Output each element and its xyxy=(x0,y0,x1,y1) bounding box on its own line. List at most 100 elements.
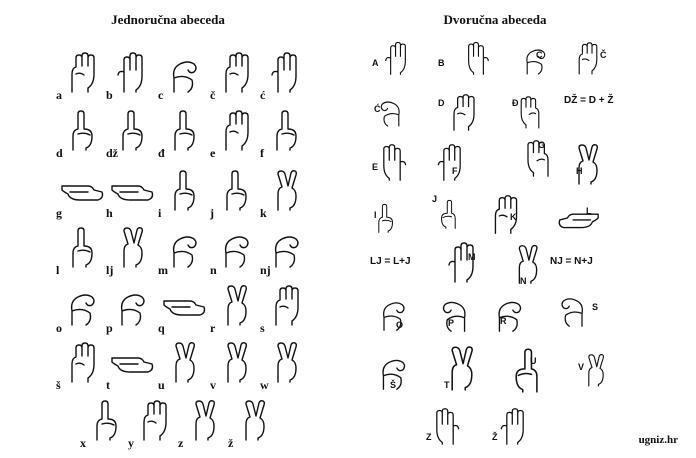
sign-letter: ć xyxy=(260,88,266,102)
sign-letter: n xyxy=(210,263,217,277)
sign-cell-25: š xyxy=(56,340,108,392)
two-hand-sign-icon xyxy=(568,40,608,76)
two-hand-sign-icon xyxy=(544,288,600,328)
sign-letter: z xyxy=(178,436,184,450)
two-hand-letter: A xyxy=(372,58,379,68)
sign-letter: m xyxy=(158,263,168,277)
sign-cell-21: p xyxy=(106,283,158,335)
sign-letter: p xyxy=(106,321,113,335)
hand-sign-icon xyxy=(82,398,132,442)
hand-sign-icon xyxy=(160,50,210,94)
sign-letter: f xyxy=(260,146,264,160)
sign-cell-12: i xyxy=(158,168,210,220)
sign-letter: š xyxy=(56,378,61,392)
two-hand-letter: F xyxy=(452,166,458,176)
two-hand-letter: V xyxy=(578,362,585,372)
two-hand-letter: P xyxy=(448,318,455,328)
sign-letter: w xyxy=(260,378,269,392)
sign-cell-10: g xyxy=(56,168,108,220)
two-hand-sign-icon xyxy=(360,40,436,76)
two-hand-sign-icon xyxy=(486,288,534,336)
sign-cell-22: q xyxy=(158,283,210,335)
hand-sign-icon xyxy=(108,50,158,94)
sign-cell-9: f xyxy=(260,108,312,160)
two-hand-sign-icon xyxy=(480,406,550,446)
sign-cell-23: r xyxy=(210,283,262,335)
two-hand-letter: I xyxy=(374,210,377,220)
hand-sign-icon xyxy=(108,340,158,384)
sign-cell-20: o xyxy=(56,283,108,335)
sign-letter: r xyxy=(210,321,216,335)
two-hand-sign-icon xyxy=(482,190,530,238)
two-hand-sign-icon xyxy=(510,138,566,178)
sign-letter: t xyxy=(106,378,110,392)
hand-sign-icon xyxy=(212,283,262,327)
sign-letter: x xyxy=(80,436,86,450)
sign-cell-8: e xyxy=(210,108,262,160)
two-hand-letter: C xyxy=(536,50,543,60)
sign-cell-27: u xyxy=(158,340,210,392)
two-hand-sign-icon xyxy=(368,196,404,240)
sign-letter: q xyxy=(158,321,165,335)
sign-cell-30: x xyxy=(80,398,132,450)
two-hand-sign-icon xyxy=(430,190,466,238)
hand-sign-icon xyxy=(108,108,158,152)
formula-lj: LJ = L+J xyxy=(370,256,411,267)
sign-cell-13: j xyxy=(210,168,262,220)
two-hand-sign-icon xyxy=(434,344,490,392)
two-hand-letter: M xyxy=(468,252,476,262)
hand-sign-icon xyxy=(262,225,312,269)
sign-cell-2: c xyxy=(158,50,210,102)
hand-sign-icon xyxy=(262,108,312,152)
two-hand-letter: H xyxy=(576,166,583,176)
sign-cell-26: t xyxy=(106,340,158,392)
sign-letter: u xyxy=(158,378,165,392)
two-hand-letter: Š xyxy=(390,380,397,390)
hand-sign-icon xyxy=(108,225,158,269)
sign-cell-1: b xyxy=(106,50,158,102)
sign-cell-15: l xyxy=(56,225,108,277)
sign-letter: j xyxy=(210,206,214,220)
sign-letter: s xyxy=(260,321,265,335)
two-hand-letter: B xyxy=(438,58,445,68)
sign-cell-11: h xyxy=(106,168,158,220)
hand-sign-icon xyxy=(212,168,262,212)
sign-cell-17: m xyxy=(158,225,210,277)
two-hand-sign-icon xyxy=(436,240,492,284)
sign-letter: a xyxy=(56,88,62,102)
sign-letter: đ xyxy=(158,146,165,160)
two-hand-letter: Ć xyxy=(374,104,381,114)
two-hand-letter: J xyxy=(432,194,438,204)
two-hand-letter: Đ xyxy=(512,98,519,108)
sign-letter: c xyxy=(158,88,164,102)
sign-letter: e xyxy=(210,146,216,160)
two-hand-letter: N xyxy=(520,276,527,286)
two-hand-sign-icon xyxy=(496,346,556,394)
two-hand-letter: D xyxy=(438,98,445,108)
hand-sign-icon xyxy=(58,168,108,212)
sign-cell-5: d xyxy=(56,108,108,160)
hand-sign-icon xyxy=(212,50,262,94)
sign-cell-32: z xyxy=(178,398,230,450)
hand-sign-icon xyxy=(212,108,262,152)
sign-letter: o xyxy=(56,321,62,335)
two-hand-sign-icon xyxy=(370,292,418,332)
two-hand-letter: U xyxy=(530,356,537,366)
two-hand-letter: E xyxy=(372,162,379,172)
hand-sign-icon xyxy=(58,50,108,94)
sign-cell-3: č xyxy=(210,50,262,102)
two-hand-letter: S xyxy=(592,302,599,312)
hand-sign-icon xyxy=(160,283,210,327)
formula-dz: DŽ = D + Ž xyxy=(564,95,614,106)
sign-letter: lj xyxy=(106,263,114,277)
sign-letter: l xyxy=(56,263,60,277)
hand-sign-icon xyxy=(262,283,312,327)
hand-sign-icon xyxy=(58,283,108,327)
hand-sign-icon xyxy=(160,108,210,152)
sign-letter: i xyxy=(158,206,162,220)
hand-sign-icon xyxy=(160,225,210,269)
two-hand-sign-icon xyxy=(424,142,480,182)
sign-cell-16: lj xyxy=(106,225,158,277)
hand-sign-icon xyxy=(160,340,210,384)
hand-sign-icon xyxy=(212,225,262,269)
